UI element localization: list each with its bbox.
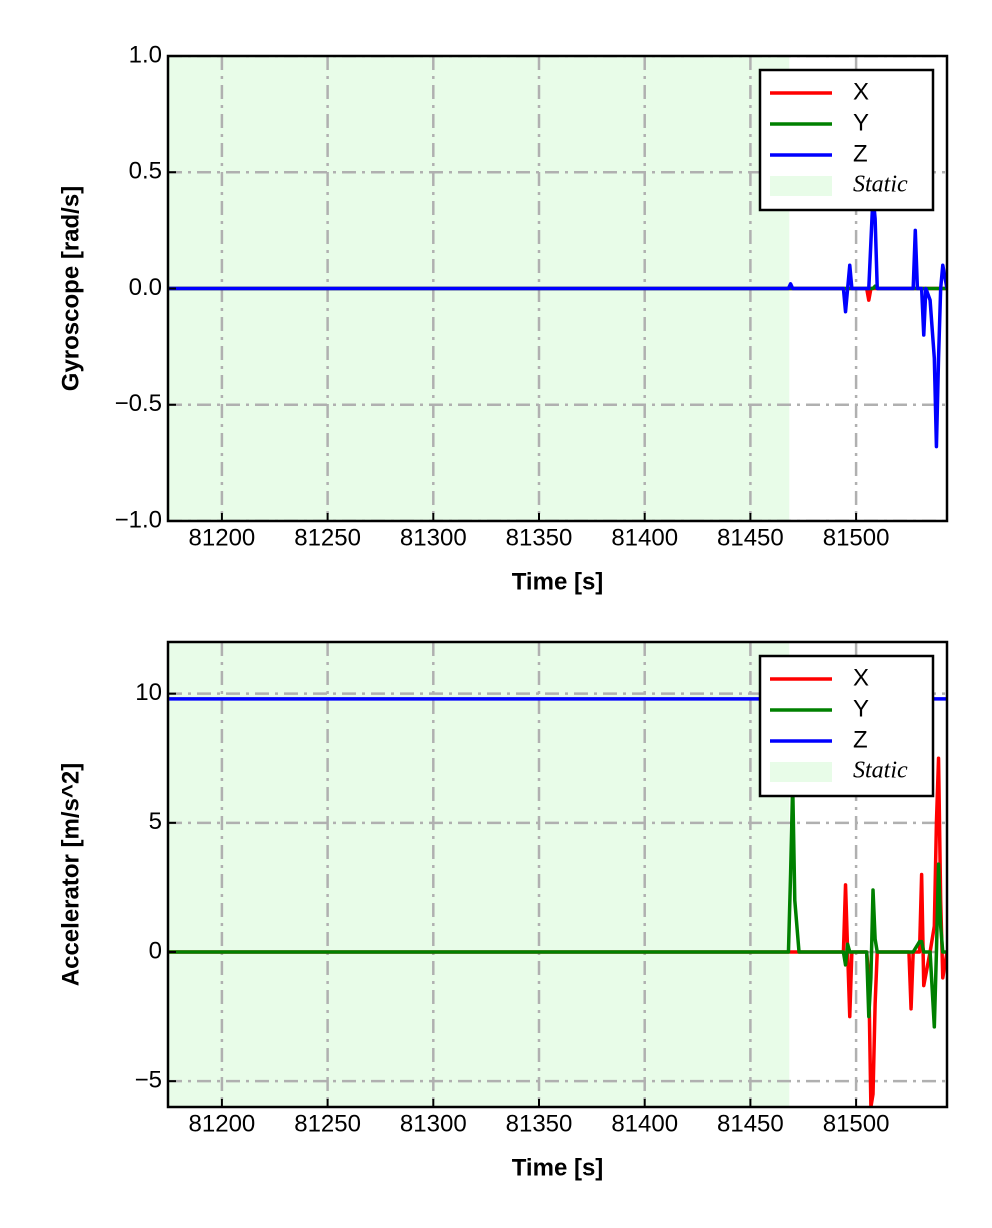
y-tick-label: −0.5 <box>115 390 162 417</box>
y-axis-label: Gyroscope [rad/s] <box>57 186 84 391</box>
axes-frame <box>166 54 949 523</box>
legend: XYZ Static <box>758 68 935 212</box>
y-tick-label: 0.5 <box>129 158 162 185</box>
x-tick-label: 81450 <box>717 1110 784 1137</box>
y-tick-label: 0.0 <box>129 274 162 301</box>
legend-label: X <box>853 664 869 691</box>
legend-label: Y <box>853 695 869 722</box>
legend-label: X <box>853 78 869 105</box>
y-tick-label: −1.0 <box>115 506 162 533</box>
x-tick-label: 81300 <box>400 524 467 551</box>
x-axis-label: Time [s] <box>512 1154 604 1181</box>
legend-label: Static <box>853 172 908 198</box>
x-tick-label: 81250 <box>294 524 361 551</box>
data-line <box>169 756 947 1107</box>
x-tick-label: 81200 <box>189 524 256 551</box>
x-tick-label: 81350 <box>506 524 573 551</box>
legend-label: Y <box>853 109 869 136</box>
x-tick-label: 81500 <box>823 1110 890 1137</box>
legend-label: Z <box>853 726 868 753</box>
legend-label: Z <box>853 140 868 167</box>
plot-area <box>168 56 947 521</box>
x-tick-label: 81200 <box>189 1110 256 1137</box>
y-axis-label: Accelerator [m/s^2] <box>57 763 84 986</box>
x-tick-label: 81250 <box>294 1110 361 1137</box>
legend: XYZ Static <box>758 654 935 798</box>
y-tick-label: 5 <box>149 808 162 835</box>
y-tick-label: 0 <box>149 937 162 964</box>
x-tick-label: 81350 <box>506 1110 573 1137</box>
axes-frame <box>166 640 949 1109</box>
x-axis-label: Time [s] <box>512 568 604 595</box>
x-tick-label: 81400 <box>611 524 678 551</box>
x-tick-label: 81500 <box>823 524 890 551</box>
legend-label: Static <box>853 758 908 784</box>
legend-swatch <box>770 762 832 782</box>
data-line <box>169 193 947 449</box>
x-tick-label: 81400 <box>611 1110 678 1137</box>
x-tick-label: 81450 <box>717 524 784 551</box>
plot-area <box>168 642 947 1107</box>
y-tick-label: −5 <box>135 1067 162 1094</box>
static-span <box>168 642 790 1107</box>
y-tick-label: 10 <box>135 679 162 706</box>
x-tick-label: 81300 <box>400 1110 467 1137</box>
data-line <box>169 782 947 1029</box>
legend-swatch <box>770 176 832 196</box>
y-tick-label: 1.0 <box>129 41 162 68</box>
